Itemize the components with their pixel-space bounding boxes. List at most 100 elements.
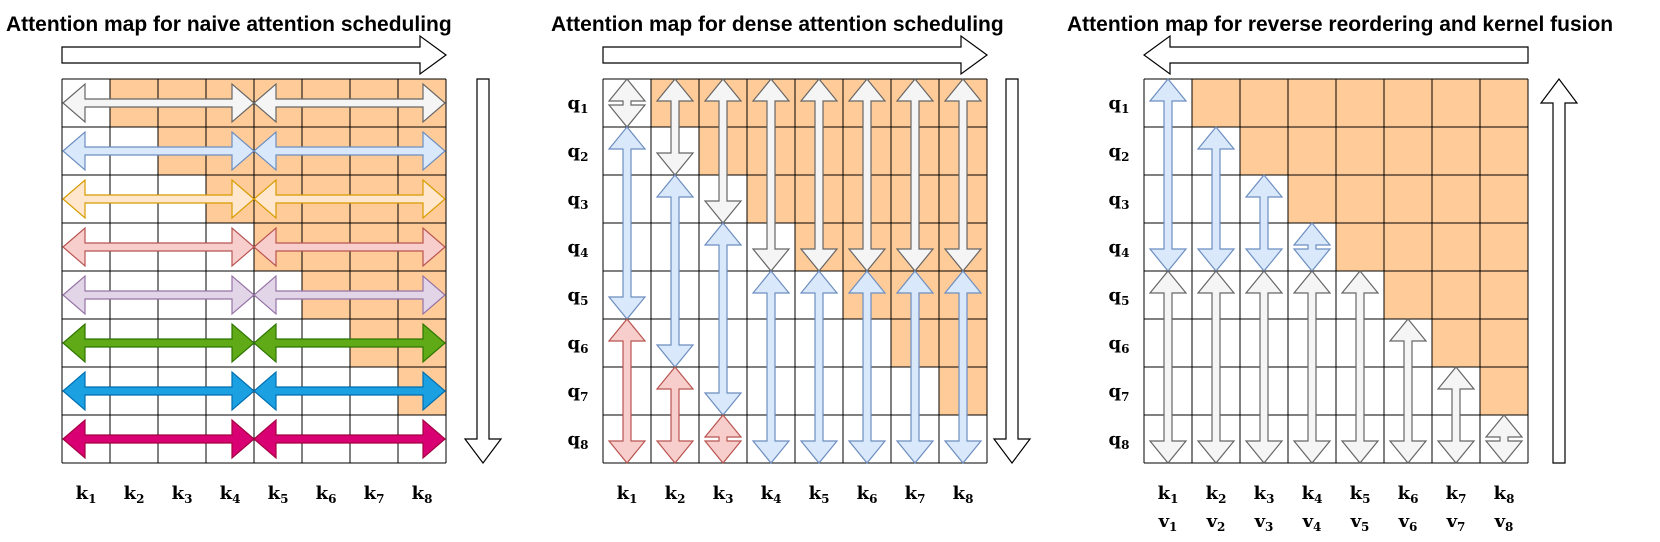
col-label-k: k7 — [905, 483, 926, 506]
col-label-k: k1 — [617, 483, 638, 506]
col-label-v: v2 — [1206, 511, 1226, 534]
col-label-k: k6 — [316, 483, 337, 506]
masked-cell — [1432, 175, 1480, 223]
column-arrow-red — [607, 318, 647, 464]
col-label-k: k8 — [1494, 483, 1515, 506]
masked-cell — [1432, 271, 1480, 319]
column-arrow-blue — [1292, 222, 1332, 272]
column-arrow-red — [703, 414, 743, 464]
masked-cell — [1288, 175, 1336, 223]
column-arrow-blue — [751, 270, 791, 464]
col-label-k: k1 — [76, 483, 97, 506]
masked-cell — [1480, 223, 1528, 271]
column-arrow-gray — [1388, 318, 1428, 464]
row-label-q: q7 — [1109, 381, 1130, 404]
masked-cell — [1240, 79, 1288, 127]
masked-cell — [1240, 127, 1288, 175]
flow-right-arrow — [61, 34, 448, 76]
col-label-v: v5 — [1350, 511, 1370, 534]
masked-cell — [1432, 223, 1480, 271]
row-label-q: q5 — [1109, 285, 1130, 308]
column-arrow-blue — [1196, 126, 1236, 272]
flow-down-arrow — [463, 78, 503, 464]
row-arrow-right-half — [253, 370, 446, 412]
col-label-k: k5 — [809, 483, 830, 506]
masked-cell — [1480, 367, 1528, 415]
col-label-k: k2 — [665, 483, 686, 506]
row-arrow-right-half — [253, 82, 446, 124]
column-arrow-gray — [1484, 414, 1524, 464]
masked-cell — [1480, 271, 1528, 319]
flow-up-arrow — [1539, 78, 1579, 464]
masked-cell — [1288, 127, 1336, 175]
flow-right-arrow — [602, 34, 989, 76]
column-arrow-gray — [1244, 270, 1284, 464]
column-arrow-blue — [847, 270, 887, 464]
col-label-k: k3 — [1254, 483, 1275, 506]
row-label-q: q4 — [1109, 237, 1130, 260]
row-label-q: q7 — [568, 381, 589, 404]
masked-cell — [1432, 319, 1480, 367]
col-label-v: v4 — [1302, 511, 1322, 534]
panel-2-title: Attention map for dense attention schedu… — [551, 13, 1004, 36]
col-label-k: k6 — [1398, 483, 1419, 506]
masked-cell — [1384, 175, 1432, 223]
row-label-q: q1 — [1109, 93, 1130, 116]
column-arrow-gray — [607, 78, 647, 128]
masked-cell — [1432, 127, 1480, 175]
dense-attention-map: q1 q2 q3 q4 q5 q6 q7 q8 k1 k2 k3 k4 k5 k6 k7 k8 — [568, 34, 1032, 506]
row-label-q: q2 — [1109, 141, 1130, 164]
row-label-q: q4 — [568, 237, 589, 260]
col-label-k: k8 — [953, 483, 974, 506]
flow-left-arrow — [1142, 34, 1529, 76]
row-arrow-right-half — [253, 322, 446, 364]
col-label-k: k8 — [412, 483, 433, 506]
masked-cell — [1432, 79, 1480, 127]
reverse-reorder-attention-map: q1 q2 q3 q4 q5 q6 q7 q8 k1 k2 k3 k4 k5 k6 k7 k8 v1 v2 v3 v4… — [1109, 34, 1579, 534]
col-label-k: k3 — [713, 483, 734, 506]
masked-cell — [1480, 127, 1528, 175]
col-label-k: k3 — [172, 483, 193, 506]
row-arrow-right-half — [253, 274, 446, 316]
row-label-q: q5 — [568, 285, 589, 308]
masked-cell — [1384, 127, 1432, 175]
row-label-q: q6 — [1109, 333, 1130, 356]
column-arrow-red — [655, 366, 695, 464]
col-label-k: k5 — [1350, 483, 1371, 506]
col-label-v: v6 — [1398, 511, 1418, 534]
row-arrow-right-half — [253, 178, 446, 220]
naive-attention-map: k1 k2 k3 k4 k5 k6 k7 k8 — [61, 34, 503, 506]
col-label-k: k5 — [268, 483, 289, 506]
flow-down-arrow — [992, 78, 1032, 464]
col-label-v: v8 — [1494, 511, 1514, 534]
col-label-v: v1 — [1158, 511, 1178, 534]
col-label-k: k4 — [761, 483, 782, 506]
masked-cell — [1288, 79, 1336, 127]
col-label-v: v3 — [1254, 511, 1274, 534]
col-label-k: k2 — [124, 483, 145, 506]
masked-cell — [1384, 271, 1432, 319]
row-label-q: q1 — [568, 93, 589, 116]
row-label-q: q6 — [568, 333, 589, 356]
row-label-q: q3 — [1109, 189, 1130, 212]
masked-cell — [1336, 127, 1384, 175]
column-arrow-gray — [1196, 270, 1236, 464]
panel-1-title: Attention map for naive attention schedu… — [6, 13, 452, 36]
row-label-q: q8 — [568, 429, 589, 452]
masked-cell — [1192, 79, 1240, 127]
column-arrow-gray — [1148, 270, 1188, 464]
col-label-v: v7 — [1446, 511, 1466, 534]
masked-cell — [1336, 79, 1384, 127]
col-label-k: k4 — [1302, 483, 1323, 506]
col-label-k: k2 — [1206, 483, 1227, 506]
masked-cell — [1480, 175, 1528, 223]
col-label-k: k4 — [220, 483, 241, 506]
column-arrow-blue — [799, 270, 839, 464]
masked-cell — [1336, 223, 1384, 271]
row-label-q: q8 — [1109, 429, 1130, 452]
col-label-k: k1 — [1158, 483, 1179, 506]
row-arrow-right-half — [253, 130, 446, 172]
masked-cell — [1384, 79, 1432, 127]
row-label-q: q2 — [568, 141, 589, 164]
